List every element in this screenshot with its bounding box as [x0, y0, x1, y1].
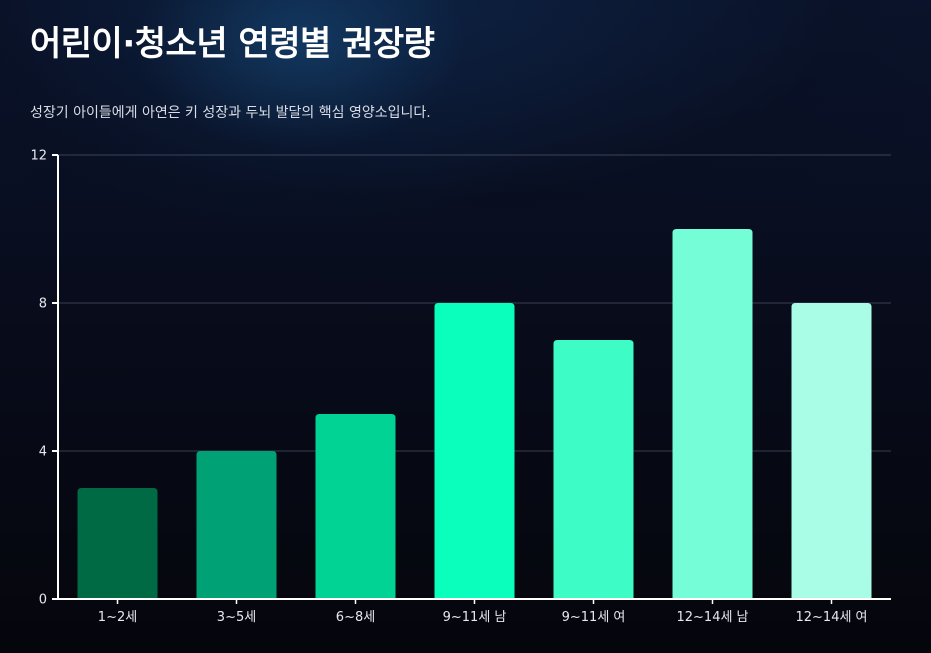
y-tick-label: 4 — [39, 445, 47, 460]
y-tick-label: 0 — [39, 593, 47, 608]
bar — [77, 488, 158, 599]
chart-title: 어린이·청소년 연령별 권장량 — [30, 24, 435, 64]
x-tick-label: 1~2세 — [98, 610, 137, 625]
bar — [672, 229, 753, 599]
x-tick-label: 12~14세 남 — [676, 610, 748, 625]
x-tick-label: 9~11세 여 — [562, 610, 626, 625]
x-tick-label: 12~14세 여 — [795, 610, 867, 625]
y-tick-label: 12 — [30, 149, 47, 164]
chart-subtitle: 성장기 아이들에게 아연은 키 성장과 두뇌 발달의 핵심 영양소입니다. — [30, 105, 431, 121]
x-tick-label: 6~8세 — [336, 610, 375, 625]
tick-labels: 0 4 8 12 1~2세 3~5세 6~8세 9~11세 남 9~11세 여 12~14세 남 1… — [30, 149, 867, 626]
bars — [77, 229, 872, 599]
x-tick-label: 9~11세 남 — [443, 610, 507, 625]
axes — [52, 154, 891, 604]
bar — [315, 414, 396, 599]
bar — [196, 451, 277, 599]
x-tick-label: 3~5세 — [217, 610, 256, 625]
bar — [434, 303, 515, 599]
y-tick-label: 8 — [39, 297, 47, 312]
bar — [791, 303, 872, 599]
bar — [553, 340, 634, 599]
